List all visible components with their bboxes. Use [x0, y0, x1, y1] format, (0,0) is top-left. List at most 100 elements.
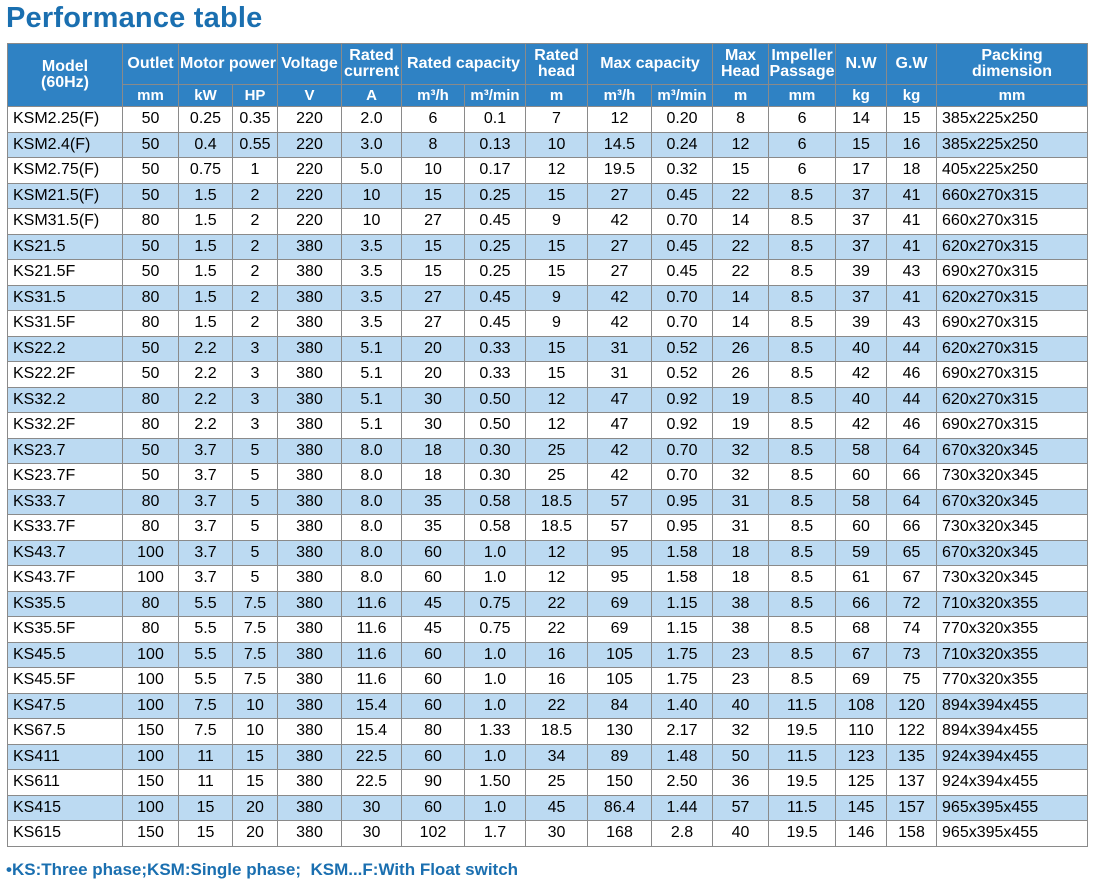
table-cell: 16 [525, 641, 588, 668]
model-cell: KS31.5 [7, 284, 123, 311]
table-cell: 8.5 [768, 514, 837, 541]
table-cell: 0.45 [650, 259, 714, 286]
table-cell: 380 [277, 361, 342, 388]
table-cell: 100 [122, 565, 179, 592]
table-cell: 27 [401, 208, 465, 235]
table-cell: 80 [401, 718, 465, 745]
table-cell: 37 [835, 284, 888, 311]
table-cell: 150 [587, 769, 652, 796]
table-cell: 2 [232, 208, 278, 235]
table-cell: 5.1 [341, 361, 402, 388]
table-cell: 1.0 [464, 641, 526, 668]
table-cell: 120 [886, 692, 938, 719]
table-cell: 38 [712, 616, 770, 643]
table-cell: 69 [587, 616, 652, 643]
table-cell: 8.5 [768, 488, 837, 515]
table-cell: 66 [835, 590, 888, 617]
table-cell: 3.5 [341, 284, 402, 311]
table-cell: 59 [835, 539, 888, 566]
table-cell: 135 [886, 743, 938, 770]
table-cell: 125 [835, 769, 888, 796]
table-cell: 380 [277, 820, 342, 847]
table-cell: 8.0 [341, 539, 402, 566]
packing-cell: 690x270x315 [936, 412, 1089, 439]
table-cell: 5 [232, 514, 278, 541]
model-cell: KS43.7F [7, 565, 123, 592]
table-row: KS32.2 80 2.2 3 380 5.1 30 0.50 12 47 0.92 19 8.5 40 4… [7, 386, 1089, 413]
table-row: KS22.2F 50 2.2 3 380 5.1 20 0.33 15 31 0.52 26 8.5 42… [7, 361, 1089, 388]
table-cell: 67 [886, 565, 938, 592]
table-cell: 220 [277, 208, 342, 235]
table-cell: 19 [712, 412, 770, 439]
table-cell: 220 [277, 157, 342, 184]
table-cell: 25 [525, 437, 588, 464]
table-cell: 25 [525, 463, 588, 490]
table-cell: 1.5 [178, 310, 233, 337]
table-cell: 43 [886, 259, 938, 286]
col-model: Model (60Hz) [7, 43, 123, 107]
table-cell: 10 [525, 131, 588, 158]
table-cell: 68 [835, 616, 888, 643]
table-cell: 0.70 [650, 437, 714, 464]
model-cell: KS32.2F [7, 412, 123, 439]
table-cell: 41 [886, 233, 938, 260]
table-cell: 168 [587, 820, 652, 847]
table-cell: 380 [277, 718, 342, 745]
table-cell: 0.58 [464, 488, 526, 515]
table-cell: 2.8 [650, 820, 714, 847]
unit-cell: kg [835, 84, 888, 107]
table-cell: 1.0 [464, 692, 526, 719]
col-outlet: Outlet [122, 43, 179, 85]
table-cell: 220 [277, 106, 342, 133]
table-row: KS43.7 100 3.7 5 380 8.0 60 1.0 12 95 1.58 18 8.5 59 6… [7, 539, 1089, 566]
table-cell: 74 [886, 616, 938, 643]
table-cell: 18.5 [525, 718, 588, 745]
table-cell: 0.1 [464, 106, 526, 133]
table-cell: 80 [122, 310, 179, 337]
table-cell: 57 [712, 794, 770, 821]
table-row: KS32.2F 80 2.2 3 380 5.1 30 0.50 12 47 0.92 19 8.5 42… [7, 412, 1089, 439]
table-cell: 22.5 [341, 743, 402, 770]
table-cell: 64 [886, 437, 938, 464]
table-cell: 2.2 [178, 335, 233, 362]
table-cell: 23 [712, 641, 770, 668]
table-cell: 86.4 [587, 794, 652, 821]
table-cell: 0.25 [464, 233, 526, 260]
table-cell: 80 [122, 590, 179, 617]
table-cell: 72 [886, 590, 938, 617]
packing-cell: 690x270x315 [936, 310, 1089, 337]
table-cell: 11.6 [341, 667, 402, 694]
table-cell: 0.55 [232, 131, 278, 158]
table-cell: 0.75 [178, 157, 233, 184]
header-row: Model (60Hz) Outlet Motor power Voltage … [7, 43, 1089, 107]
col-impeller-passage: Impeller Passage [768, 43, 837, 85]
table-cell: 27 [401, 284, 465, 311]
table-cell: 47 [587, 386, 652, 413]
model-cell: KS23.7F [7, 463, 123, 490]
packing-cell: 770x320x355 [936, 616, 1089, 643]
table-cell: 60 [401, 667, 465, 694]
table-cell: 2.17 [650, 718, 714, 745]
unit-cell: m [525, 84, 588, 107]
table-cell: 2 [232, 182, 278, 209]
table-cell: 0.70 [650, 208, 714, 235]
model-cell: KS33.7F [7, 514, 123, 541]
table-cell: 3 [232, 361, 278, 388]
table-cell: 60 [401, 539, 465, 566]
table-cell: 8.0 [341, 463, 402, 490]
model-cell: KS45.5 [7, 641, 123, 668]
table-cell: 1.75 [650, 641, 714, 668]
model-cell: KS35.5 [7, 590, 123, 617]
table-cell: 11 [178, 743, 233, 770]
table-cell: 220 [277, 131, 342, 158]
table-cell: 2.2 [178, 386, 233, 413]
table-cell: 0.70 [650, 310, 714, 337]
table-cell: 12 [525, 539, 588, 566]
table-cell: 32 [712, 718, 770, 745]
table-cell: 12 [525, 157, 588, 184]
table-cell: 25 [525, 769, 588, 796]
table-cell: 26 [712, 335, 770, 362]
table-cell: 60 [401, 794, 465, 821]
table-cell: 42 [835, 361, 888, 388]
col-max-head: Max Head [712, 43, 770, 85]
